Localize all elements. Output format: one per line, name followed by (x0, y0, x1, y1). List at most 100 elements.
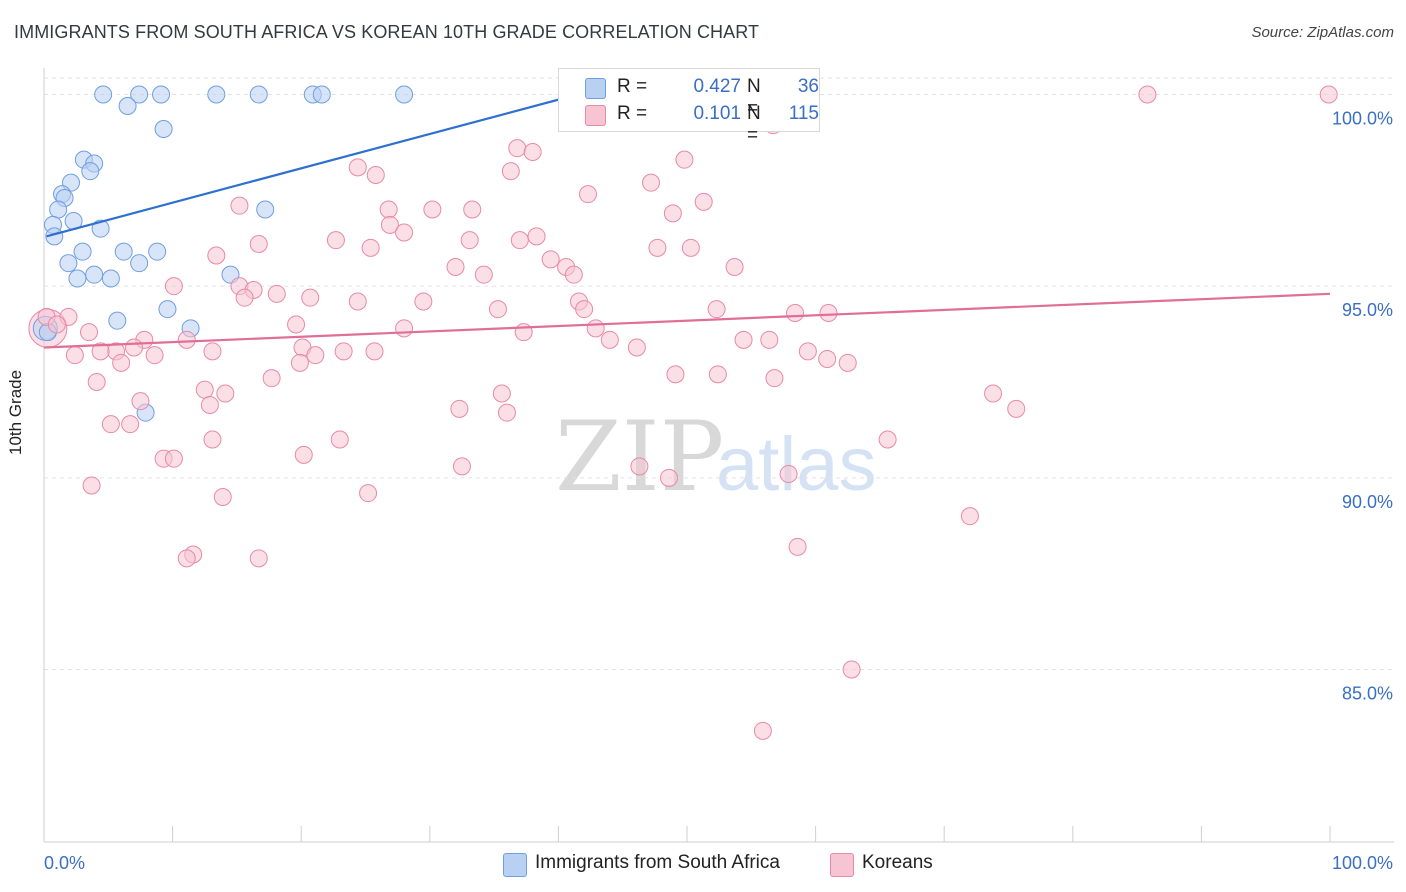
data-point-korean (287, 315, 306, 334)
data-point-south-africa (68, 269, 87, 288)
x-tick-label: 0.0% (44, 853, 85, 873)
legend-series-name: Immigrants from South Africa (535, 852, 780, 873)
data-point-korean (474, 265, 493, 284)
data-point-korean (82, 476, 101, 495)
data-point-korean (366, 166, 385, 184)
data-point-korean (734, 330, 753, 349)
data-point-korean (450, 399, 469, 418)
data-point-south-africa (130, 85, 149, 104)
data-point-south-africa (108, 311, 127, 330)
data-point-korean (627, 338, 646, 357)
data-point-korean (216, 384, 235, 403)
data-point-korean (379, 200, 398, 219)
axes (43, 68, 1394, 843)
data-point-korean (125, 338, 144, 357)
data-point-korean (818, 350, 837, 368)
data-point-korean (786, 304, 805, 322)
data-point-korean (708, 365, 727, 384)
legend-swatch-blue (585, 78, 606, 99)
data-point-korean (508, 139, 527, 158)
data-point-korean (681, 238, 700, 257)
data-point-south-africa (148, 242, 167, 261)
y-tick-label: 95.0% (1342, 300, 1393, 320)
data-point-korean (1319, 85, 1338, 104)
data-point-south-africa (59, 254, 78, 273)
x-tick-label: 100.0% (1332, 853, 1393, 873)
data-point-korean (359, 484, 378, 503)
tick-labels: 85.0% 90.0% 95.0% 100.0% 0.0% 100.0% (44, 109, 1393, 874)
y-tick-label: 90.0% (1342, 492, 1393, 512)
data-point-korean (463, 200, 482, 219)
data-point-korean (666, 365, 685, 384)
data-point-south-africa (130, 254, 149, 273)
data-point-south-africa (207, 85, 226, 104)
data-point-korean (267, 284, 286, 303)
data-point-korean (641, 173, 660, 192)
data-point-korean (200, 396, 219, 414)
legend-r-label: R = (617, 103, 648, 124)
stats-legend: R = 0.427 N = 36 R = 0.101 N = 115 (558, 68, 820, 146)
data-point-korean (446, 258, 465, 276)
data-point-korean (492, 384, 511, 403)
data-point-korean (361, 238, 380, 257)
data-point-korean (497, 403, 516, 422)
legend-n-label: N = (747, 103, 761, 146)
data-point-south-africa (73, 242, 92, 261)
data-point-south-africa (154, 120, 173, 138)
data-point-south-africa (101, 269, 120, 288)
data-point-korean (960, 507, 979, 526)
data-point-korean (306, 346, 325, 365)
data-point-korean (842, 660, 861, 679)
data-point-korean (675, 150, 694, 169)
data-point-korean (177, 549, 196, 568)
data-point-south-africa (395, 85, 414, 104)
data-point-korean (838, 353, 857, 372)
data-point-korean (878, 430, 897, 449)
data-point-korean (523, 143, 542, 161)
data-point-korean (707, 300, 726, 319)
data-point-korean (91, 342, 110, 361)
legend-r-value: 0.101 (693, 103, 741, 124)
data-point-korean (290, 353, 309, 372)
data-point-korean (195, 380, 214, 399)
data-point-south-africa (91, 219, 110, 238)
data-point-korean (301, 288, 320, 307)
data-point-korean (330, 430, 349, 449)
data-point-korean (659, 468, 678, 487)
data-point-korean (725, 258, 744, 276)
trend-line-south-africa (46, 93, 578, 238)
data-point-korean (262, 369, 281, 388)
data-point-korean (765, 369, 784, 388)
data-point-korean (630, 457, 649, 476)
data-point-korean (203, 430, 222, 449)
data-point-korean (600, 330, 619, 349)
data-point-korean (365, 342, 384, 361)
y-tick-label: 100.0% (1332, 109, 1393, 129)
data-point-korean (819, 304, 838, 322)
data-point-korean (753, 721, 772, 740)
data-point-korean (121, 415, 140, 434)
data-point-korean (779, 465, 798, 483)
data-point-korean (488, 300, 507, 319)
trend-lines (43, 93, 1331, 349)
data-point-korean (1138, 85, 1157, 104)
data-point-korean (145, 346, 164, 365)
data-point-korean (760, 330, 779, 349)
data-point-south-africa (94, 85, 113, 104)
data-point-south-africa (114, 242, 133, 261)
data-point-korean (249, 549, 268, 568)
legend-n-value: 115 (788, 103, 819, 124)
data-point-korean (164, 277, 183, 296)
data-point-south-africa (152, 85, 171, 104)
data-point-korean (575, 300, 594, 319)
data-point-korean (564, 265, 583, 284)
legend-n-label: N = (747, 76, 761, 119)
data-point-korean (578, 185, 597, 204)
data-point-korean (510, 231, 529, 250)
data-point-korean (326, 231, 345, 250)
legend-swatch-pink (585, 105, 606, 126)
data-point-korean (203, 342, 222, 361)
data-point-korean (788, 537, 807, 556)
data-point-south-africa (256, 200, 275, 219)
